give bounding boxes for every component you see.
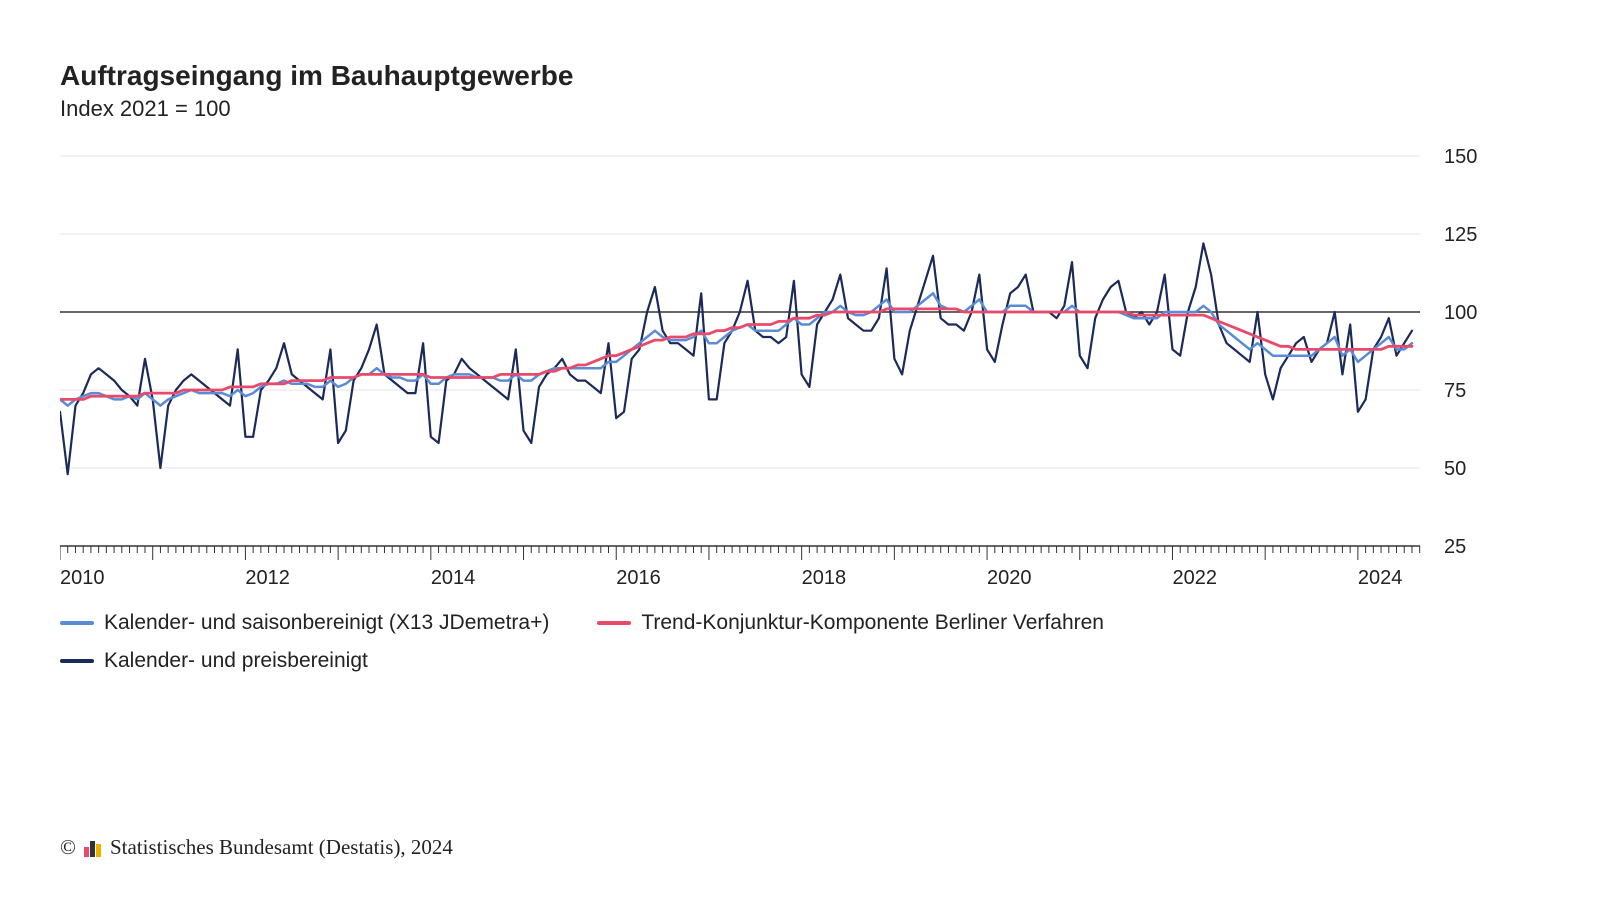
svg-text:100: 100 [1444, 302, 1477, 324]
svg-text:2016: 2016 [616, 567, 661, 586]
legend-swatch [597, 621, 631, 625]
svg-text:2012: 2012 [245, 567, 290, 586]
copyright: © Statistisches Bundesamt (Destatis), 20… [60, 835, 453, 860]
line-chart: 2010 2012 2014 2016 2018 2020 2022 2024 25 50 75 10… [60, 146, 1500, 586]
svg-text:2020: 2020 [987, 567, 1032, 586]
svg-text:2010: 2010 [60, 567, 105, 586]
legend-label: Trend-Konjunktur-Komponente Berliner Ver… [641, 604, 1104, 642]
chart-title: Auftragseingang im Bauhauptgewerbe [60, 60, 1540, 92]
copyright-text: Statistisches Bundesamt (Destatis), 2024 [110, 835, 453, 860]
legend-swatch [60, 621, 94, 625]
legend-label: Kalender- und preisbereinigt [104, 642, 368, 680]
svg-text:2014: 2014 [431, 567, 476, 586]
destatis-logo-icon [84, 839, 102, 857]
legend-item: Kalender- und saisonbereinigt (X13 JDeme… [60, 604, 549, 642]
copyright-symbol: © [60, 835, 76, 860]
svg-text:125: 125 [1444, 224, 1477, 246]
svg-text:2022: 2022 [1172, 567, 1217, 586]
legend: Kalender- und saisonbereinigt (X13 JDeme… [60, 604, 1540, 680]
legend-label: Kalender- und saisonbereinigt (X13 JDeme… [104, 604, 549, 642]
svg-text:75: 75 [1444, 380, 1466, 402]
svg-text:50: 50 [1444, 458, 1466, 480]
svg-text:2024: 2024 [1358, 567, 1403, 586]
legend-item: Kalender- und preisbereinigt [60, 642, 368, 680]
legend-item: Trend-Konjunktur-Komponente Berliner Ver… [597, 604, 1104, 642]
svg-text:25: 25 [1444, 536, 1466, 558]
svg-text:2018: 2018 [802, 567, 847, 586]
chart-container: Auftragseingang im Bauhauptgewerbe Index… [0, 0, 1600, 900]
legend-swatch [60, 659, 94, 663]
chart-subtitle: Index 2021 = 100 [60, 96, 1540, 122]
svg-text:150: 150 [1444, 146, 1477, 168]
